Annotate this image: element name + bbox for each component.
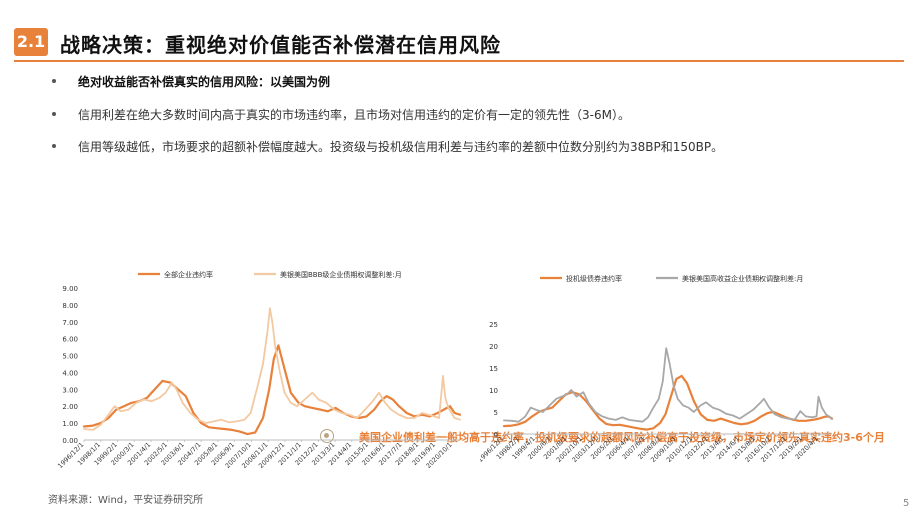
hy-default-rate-vs-hy-spread-chart: 投机级债券违约率 美银美国高收益企业债期权调整利差:月05101520251996…	[480, 274, 834, 464]
y-tick-label: 9.00	[62, 285, 78, 293]
y-tick-label: 2.00	[62, 403, 78, 411]
bullet-dot	[52, 144, 56, 148]
y-tick-label: 5.00	[62, 353, 78, 361]
page-number: 5	[903, 498, 910, 509]
bullet-text: 信用利差在绝大多数时间内高于真实的市场违约率，且市场对信用违约的定价有一定的领先…	[78, 108, 630, 122]
y-tick-label: 5	[494, 409, 498, 417]
bullet-dot	[52, 79, 56, 83]
legend-label: 投机级债券违约率	[566, 274, 622, 283]
y-tick-label: 25	[489, 321, 498, 329]
y-tick-label: 1.00	[62, 420, 78, 428]
legend-label: 美银美国BBB级企业债期权调整利差:月	[280, 270, 402, 279]
bullet-dot	[52, 112, 56, 116]
source-note: 资料来源：Wind，平安证券研究所	[48, 495, 204, 506]
legend-label: 全部企业违约率	[164, 270, 213, 279]
target-icon	[320, 429, 334, 443]
page-title: 战略决策：重视绝对价值能否补偿潜在信用风险	[60, 33, 501, 57]
y-tick-label: 8.00	[62, 302, 78, 310]
bullet-text: 绝对收益能否补偿真实的信用风险：以美国为例	[78, 75, 331, 89]
y-tick-label: 10	[489, 387, 498, 395]
series-line	[503, 347, 833, 423]
y-tick-label: 6.00	[62, 336, 78, 344]
y-tick-label: 15	[489, 365, 498, 373]
title-divider	[14, 60, 904, 62]
y-tick-label: 3.00	[62, 386, 78, 394]
y-tick-label: 4.00	[62, 369, 78, 377]
bullet-text: 信用等级越低，市场要求的超额补偿幅度越大。投资级与投机级信用利差与违约率的差额中…	[78, 140, 724, 154]
y-tick-label: 7.00	[62, 319, 78, 327]
y-tick-label: 20	[489, 343, 498, 351]
y-tick-label: 0.00	[62, 437, 78, 445]
series-line	[83, 307, 461, 431]
section-badge: 2.1	[14, 28, 48, 56]
default-rate-vs-bbb-spread-chart: 全部企业违约率 美银美国BBB级企业债期权调整利差:月 0.00 1.00 2.00 3.…	[56, 270, 462, 470]
series-line	[82, 344, 462, 436]
legend-label: 美银美国高收益企业债期权调整利差:月	[682, 274, 803, 283]
y-tick-label: 0	[494, 431, 498, 439]
